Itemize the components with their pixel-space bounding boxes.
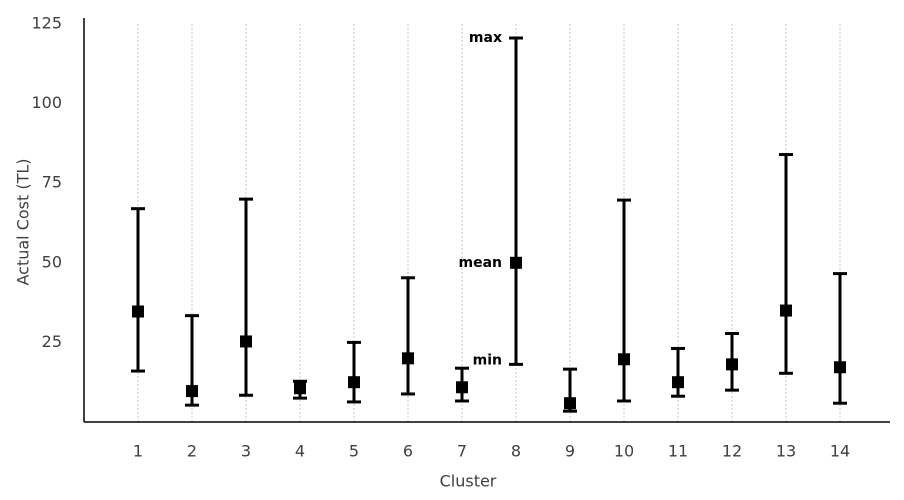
- x-tick-label: 14: [830, 442, 850, 461]
- x-tick-label: 8: [511, 442, 521, 461]
- mean-marker: [726, 358, 738, 371]
- x-tick-label: 3: [241, 442, 251, 461]
- x-tick-label: 11: [668, 442, 688, 461]
- mean-marker: [294, 382, 306, 395]
- y-axis-title: Actual Cost (TL): [14, 158, 33, 285]
- x-tick-label: 4: [295, 442, 305, 461]
- mean-marker: [240, 335, 252, 348]
- x-tick-label: 13: [776, 442, 796, 461]
- mean-marker: [834, 361, 846, 374]
- x-tick-label: 2: [187, 442, 197, 461]
- mean-marker: [456, 381, 468, 394]
- annotation: min: [473, 352, 502, 368]
- mean-marker: [564, 397, 576, 410]
- annotation: mean: [459, 255, 503, 271]
- mean-marker: [402, 352, 414, 365]
- x-tick-label: 5: [349, 442, 359, 461]
- y-tick-label: 125: [31, 14, 62, 33]
- x-tick-label: 10: [614, 442, 634, 461]
- mean-marker: [780, 304, 792, 317]
- mean-marker: [132, 305, 144, 318]
- x-tick-label: 12: [722, 442, 742, 461]
- mean-marker: [348, 376, 360, 389]
- y-tick-label: 100: [31, 93, 62, 112]
- y-tick-label: 50: [42, 252, 62, 271]
- y-tick-label: 75: [42, 173, 62, 192]
- x-tick-label: 9: [565, 442, 575, 461]
- y-tick-label: 25: [42, 332, 62, 351]
- mean-marker: [618, 353, 630, 366]
- mean-marker: [510, 256, 522, 269]
- x-tick-label: 1: [133, 442, 143, 461]
- x-tick-label: 7: [457, 442, 467, 461]
- annotation: max: [469, 30, 502, 46]
- mean-marker: [672, 376, 684, 389]
- mean-marker: [186, 385, 198, 398]
- x-axis-title: Cluster: [440, 472, 497, 491]
- x-tick-label: 6: [403, 442, 413, 461]
